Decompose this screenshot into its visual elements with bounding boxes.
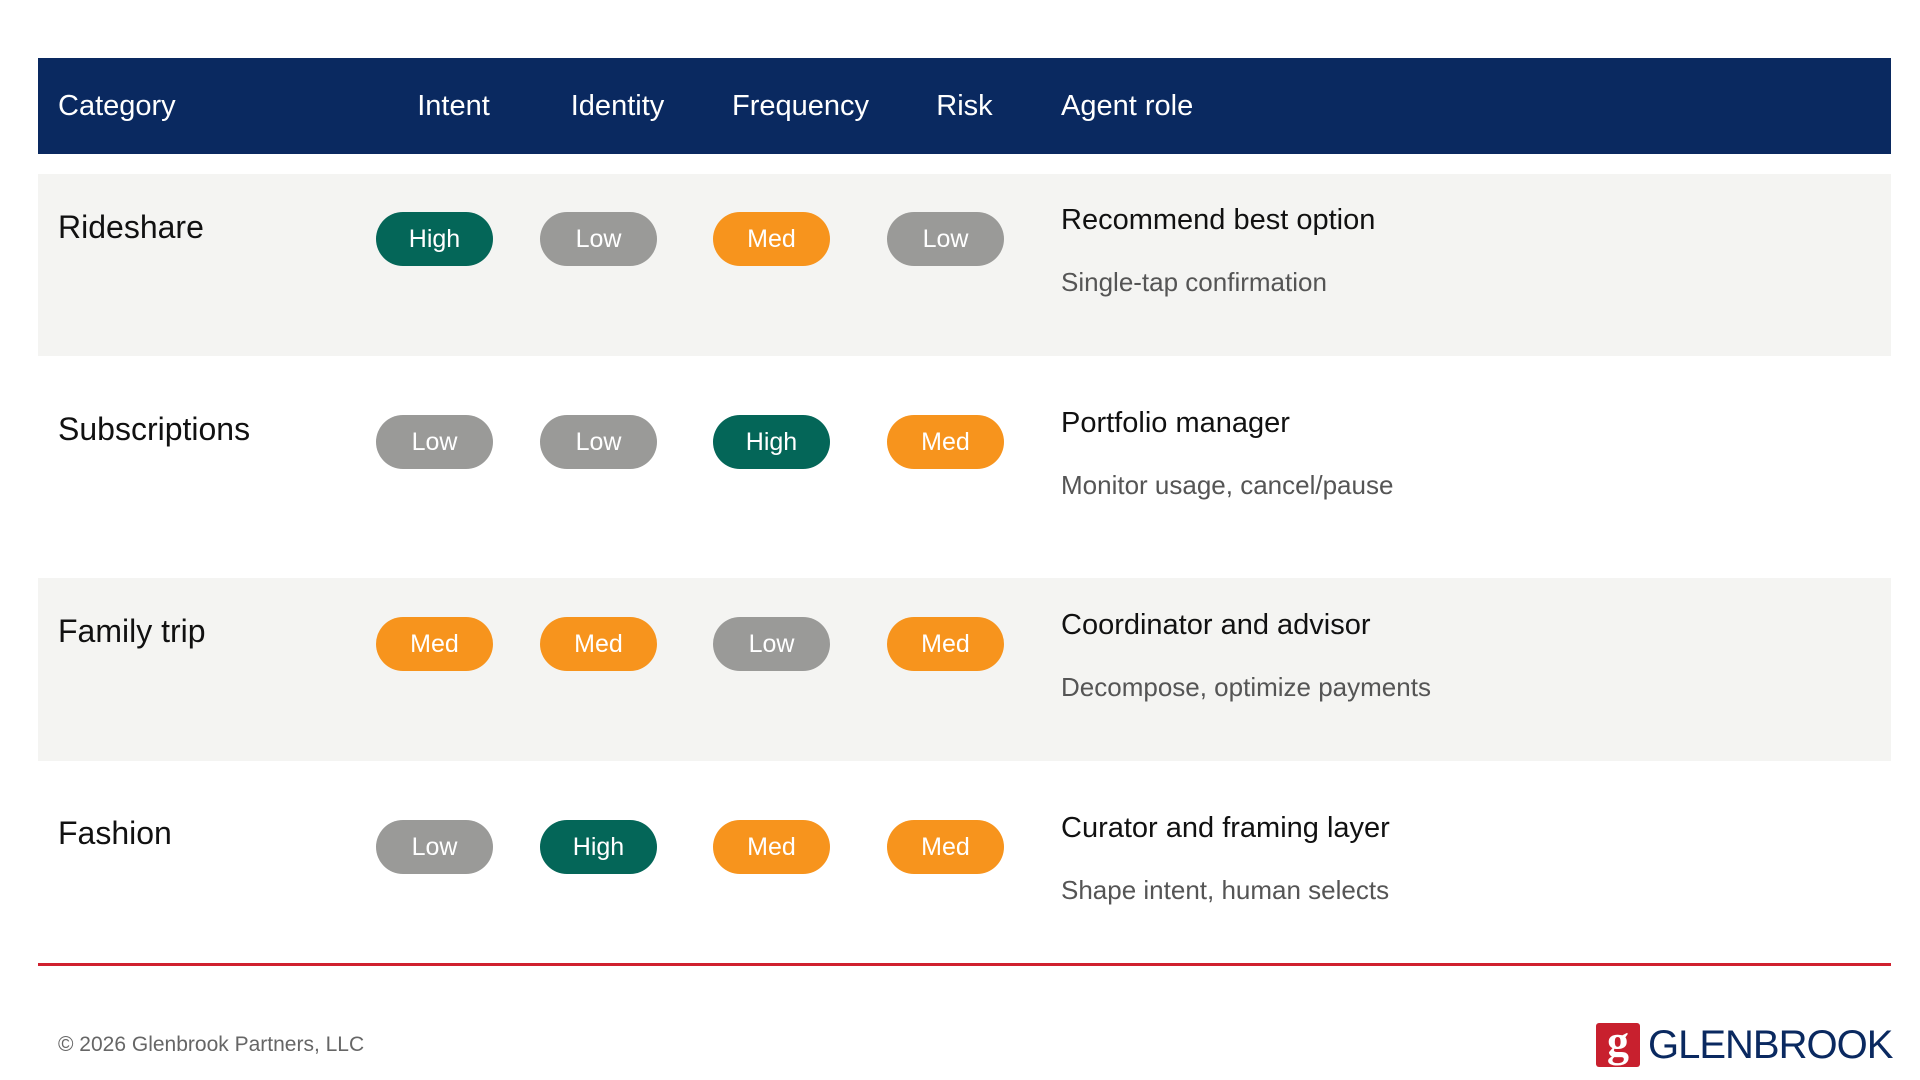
header-intent: Intent: [417, 90, 490, 122]
agent-role-subtitle: Monitor usage, cancel/pause: [1061, 470, 1394, 500]
comparison-table: Category Intent Identity Frequency Risk …: [38, 58, 1891, 154]
intent-badge: Low: [376, 820, 493, 874]
frequency-badge: Med: [713, 212, 830, 266]
header-category: Category: [58, 90, 176, 122]
intent-badge: High: [376, 212, 493, 266]
agent-role-subtitle: Decompose, optimize payments: [1061, 672, 1431, 702]
glenbrook-logo-text: GLENBROOK: [1648, 1022, 1893, 1067]
copyright-text: © 2026 Glenbrook Partners, LLC: [58, 1033, 365, 1056]
row-category: Subscriptions: [58, 411, 251, 447]
header-agent-role: Agent role: [1061, 90, 1194, 122]
agent-role-subtitle: Single-tap confirmation: [1061, 267, 1327, 297]
table-row: Rideshare High Low Med Low Recommend bes…: [38, 174, 1891, 356]
agent-role-title: Recommend best option: [1061, 204, 1376, 236]
table-row: Fashion Low High Med Med Curator and fra…: [38, 761, 1891, 961]
identity-badge: High: [540, 820, 657, 874]
risk-badge: Med: [887, 617, 1004, 671]
glenbrook-logo: g GLENBROOK: [1596, 1020, 1893, 1068]
risk-badge: Low: [887, 212, 1004, 266]
frequency-badge: Med: [713, 820, 830, 874]
agent-role-title: Curator and framing layer: [1061, 812, 1390, 844]
header-identity: Identity: [570, 90, 665, 122]
header-risk: Risk: [936, 90, 993, 122]
identity-badge: Low: [540, 212, 657, 266]
risk-badge: Med: [887, 415, 1004, 469]
row-category: Family trip: [58, 613, 206, 649]
intent-badge: Low: [376, 415, 493, 469]
table-row: Family trip Med Med Low Med Coordinator …: [38, 578, 1891, 761]
glenbrook-logo-mark: g: [1596, 1020, 1640, 1067]
agent-role-title: Coordinator and advisor: [1061, 609, 1371, 641]
identity-badge: Low: [540, 415, 657, 469]
risk-badge: Med: [887, 820, 1004, 874]
intent-badge: Med: [376, 617, 493, 671]
identity-badge: Med: [540, 617, 657, 671]
footer-divider: [38, 963, 1891, 966]
row-category: Rideshare: [58, 209, 204, 245]
frequency-badge: Low: [713, 617, 830, 671]
frequency-badge: High: [713, 415, 830, 469]
row-category: Fashion: [58, 815, 172, 851]
header-frequency: Frequency: [732, 90, 870, 122]
agent-role-subtitle: Shape intent, human selects: [1061, 875, 1390, 905]
agent-role-title: Portfolio manager: [1061, 407, 1290, 439]
table-header: Category Intent Identity Frequency Risk …: [38, 58, 1891, 154]
table-row: Subscriptions Low Low High Med Portfolio…: [38, 356, 1891, 578]
